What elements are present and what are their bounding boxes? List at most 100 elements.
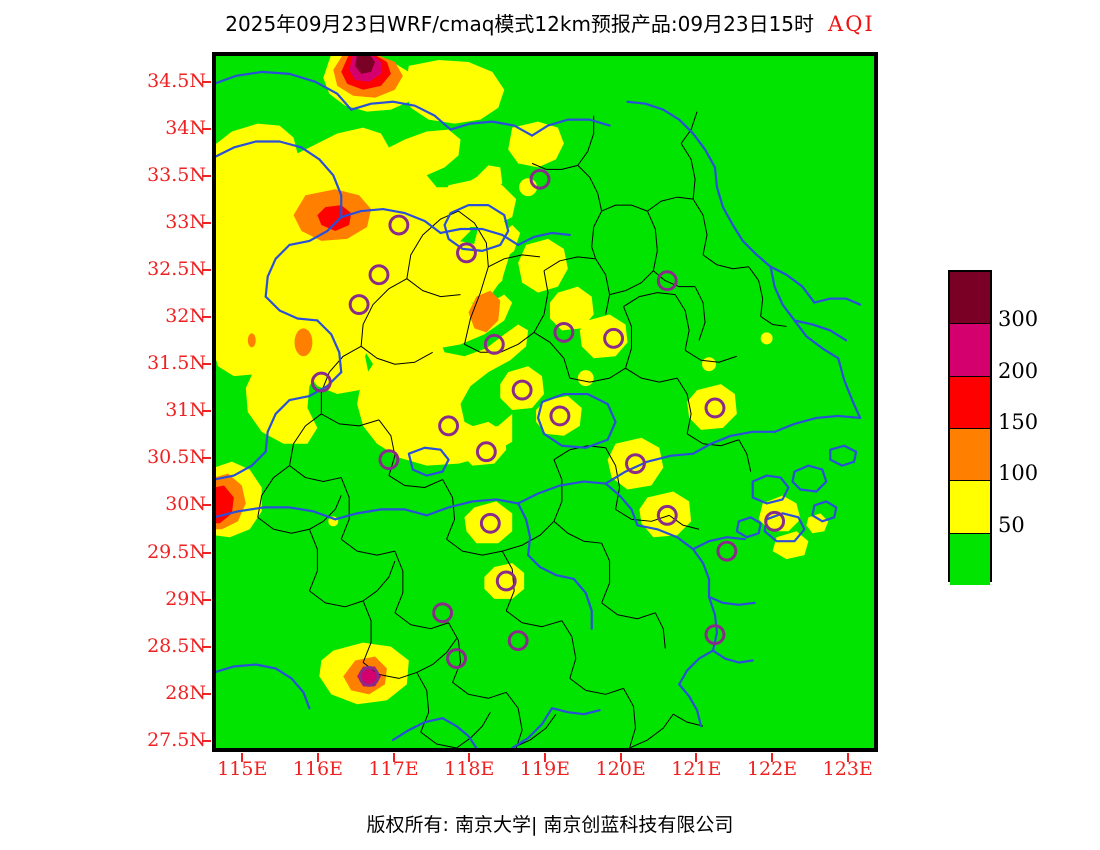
x-axis-tick-mark (392, 753, 395, 762)
x-axis-tick-mark (468, 753, 471, 762)
copyright-footer: 版权所有: 南京大学| 南京创蓝科技有限公司 (366, 814, 734, 836)
city-marker (348, 294, 370, 315)
y-axis-tick-label: 28.5N (147, 634, 206, 657)
county-borders (257, 111, 787, 749)
city-marker (716, 540, 738, 562)
x-axis-tick-label: 121E (671, 758, 722, 780)
y-axis-tick-mark (202, 504, 211, 507)
colorbar-tick-label: 300 (998, 307, 1039, 332)
city-marker (456, 242, 477, 264)
orange-core-suqian (468, 290, 501, 333)
city-marker (764, 510, 786, 532)
y-axis-tick-label: 27.5N (147, 728, 206, 751)
y-axis-tick-label: 34N (165, 117, 206, 140)
city-marker (603, 327, 625, 349)
city-marker (358, 665, 380, 687)
x-axis-tick-label: 115E (217, 758, 268, 780)
city-marker (549, 405, 571, 427)
y-axis-tick-mark (202, 410, 211, 413)
city-marker (656, 270, 678, 292)
orange-small-patches (247, 328, 313, 357)
yellow-field-north-east (404, 59, 505, 124)
city-marker (310, 371, 332, 393)
yellow-patch-jinhua (464, 501, 513, 544)
colorbar-band (950, 272, 990, 325)
yellow-patch-ningbo (639, 491, 692, 538)
x-axis-tick-label: 117E (368, 758, 419, 780)
city-marker (553, 321, 575, 343)
x-axis-tick-mark (846, 753, 849, 762)
city-marker (475, 441, 497, 463)
y-axis-tick-mark (202, 598, 211, 601)
chart-title-variable: AQI (828, 12, 875, 36)
plot-frame (214, 54, 876, 750)
city-marker (378, 449, 400, 471)
yellow-patch-taizhou (549, 286, 594, 331)
yellow-patch-32-5N (518, 238, 568, 293)
colorbar-band (950, 481, 990, 534)
y-axis-tick-label: 30N (165, 493, 206, 516)
y-axis-tick-mark (202, 457, 211, 460)
yellow-patch-hangzhou (607, 437, 664, 490)
yellow-field-northwest (214, 123, 521, 395)
yellow-patch-shanghai (687, 384, 737, 430)
aqi-colorbar (948, 270, 992, 585)
map-plot-area[interactable] (212, 52, 878, 752)
hotspot-north (323, 54, 417, 112)
x-axis-tick-mark (241, 753, 244, 762)
y-axis-tick-mark (202, 645, 211, 648)
x-axis-tick-mark (316, 753, 319, 762)
y-axis-tick-mark (202, 363, 211, 366)
city-marker (446, 648, 467, 669)
y-axis-tick-label: 32N (165, 305, 206, 328)
city-marker (511, 379, 533, 401)
chart-title-main: 2025年09月23日WRF/cmaq模式12km预报产品:09月23日15时 (225, 12, 815, 36)
y-axis-tick-mark (202, 316, 211, 319)
y-axis-tick-label: 33N (165, 211, 206, 234)
city-marker (495, 570, 517, 592)
city-marker (529, 168, 551, 190)
city-marker (507, 630, 529, 652)
colorbar-tick-label: 50 (998, 512, 1025, 537)
y-axis-tick-label: 29.5N (147, 540, 206, 563)
y-axis-tick-mark (202, 222, 211, 225)
colorbar-band (950, 324, 990, 377)
colorbar-tick-label: 150 (998, 410, 1039, 434)
city-marker (479, 512, 501, 534)
x-axis-tick-label: 116E (292, 758, 344, 780)
city-marker (704, 624, 726, 646)
city-marker (388, 214, 410, 236)
y-axis-tick-label: 34.5N (147, 70, 206, 93)
x-axis-tick-label: 120E (595, 758, 646, 780)
yellow-patch-wuxi (536, 396, 582, 436)
x-axis-tick-mark (544, 753, 546, 762)
city-marker (368, 264, 390, 286)
y-axis-tick-mark (202, 81, 211, 84)
y-axis-tick-mark (202, 175, 211, 178)
chart-title: 2025年09月23日WRF/cmaq模式12km预报产品:09月23日15时 A… (0, 8, 1100, 37)
x-axis-tick-label: 122E (746, 758, 798, 780)
y-axis-tick-label: 29N (165, 587, 206, 610)
rivers-and-coastline (214, 70, 862, 750)
colorbar-tick-label: 200 (998, 358, 1039, 383)
city-marker (656, 504, 678, 526)
city-marker (625, 453, 646, 475)
yellow-patch-changzhou (500, 366, 545, 410)
x-axis-tick-mark (771, 753, 774, 762)
x-axis-tick-label: 118E (444, 758, 495, 780)
y-axis-tick-mark (202, 128, 211, 131)
x-axis-tick-mark (695, 753, 698, 762)
aqi-contour-map (214, 54, 876, 750)
y-axis-tick-mark (202, 739, 211, 742)
y-axis-tick-label: 32.5N (147, 258, 206, 281)
y-axis-tick-mark (202, 269, 211, 272)
y-axis-tick-mark (202, 551, 211, 554)
colorbar-band (950, 428, 990, 482)
colorbar-tick-label: 100 (998, 461, 1039, 486)
yellow-field-lianyungang (440, 179, 517, 228)
hotspot-huaibei (293, 189, 372, 241)
city-marker (432, 602, 454, 624)
city-markers (310, 168, 786, 687)
city-marker (704, 397, 726, 419)
